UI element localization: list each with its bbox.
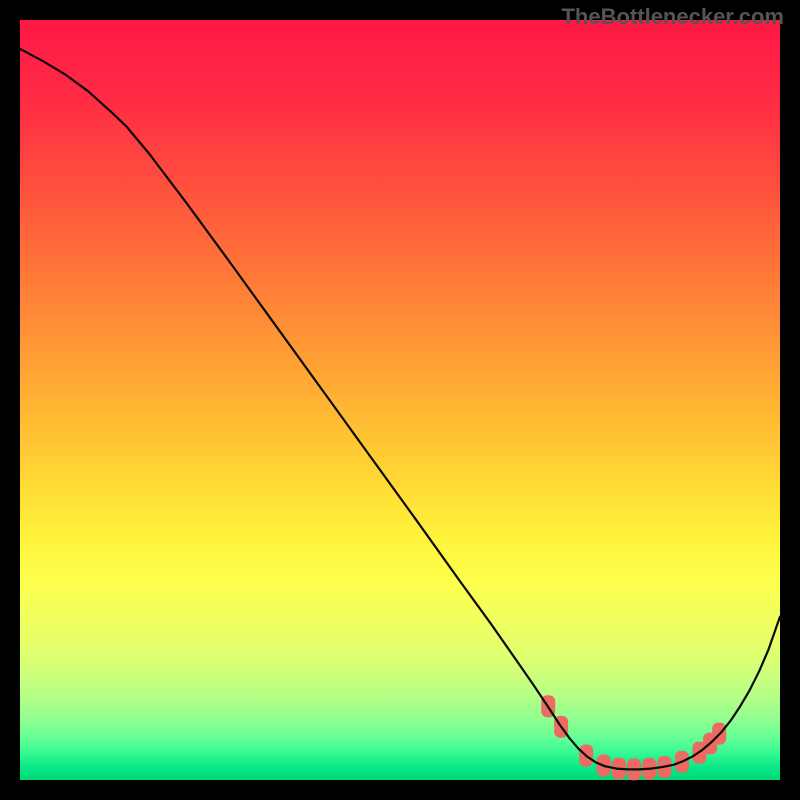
- chart-svg: [0, 0, 800, 800]
- watermark-text: TheBottlenecker.com: [561, 4, 784, 30]
- chart-container: TheBottlenecker.com: [0, 0, 800, 800]
